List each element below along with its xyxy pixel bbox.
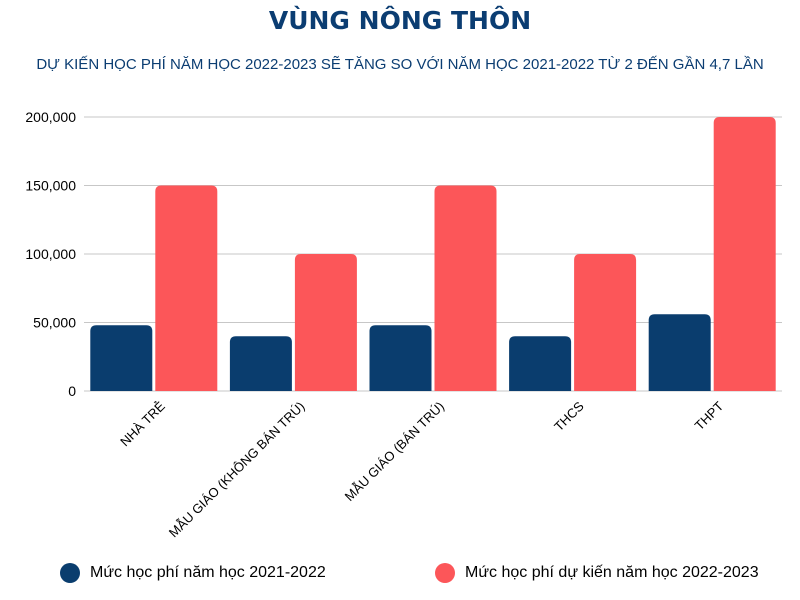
chart-title: VÙNG NÔNG THÔN [268,6,532,35]
bar-series-2-3 [434,185,497,391]
legend-item-series-1: Mức học phí năm học 2021-2022 [60,563,326,583]
bar-series-2-5 [713,117,776,391]
y-tick-label: 100,000 [25,246,76,262]
x-tick-label: THCS [551,398,587,434]
bar-series-1-1 [90,325,153,391]
bar-series-1-3 [369,325,432,391]
chart-subtitle: DỰ KIẾN HỌC PHÍ NĂM HỌC 2022-2023 SẼ TĂN… [36,56,764,73]
bar-series-2-2 [294,254,357,391]
legend-item-series-2: Mức học phí dự kiến năm học 2022-2023 [435,563,759,583]
bar-series-1-5 [648,314,711,391]
x-tick-label: MẪU GIÁO (BÁN TRÚ) [342,399,447,504]
y-tick-label: 150,000 [25,178,76,194]
legend-swatch-series-2 [435,563,455,583]
bar-series-2-4 [574,254,637,391]
x-tick-label: MẪU GIÁO (KHÔNG BÁN TRÚ) [166,399,308,541]
y-tick-label: 0 [68,383,76,399]
legend-swatch-series-1 [60,563,80,583]
legend-label-series-2: Mức học phí dự kiến năm học 2022-2023 [465,564,759,581]
y-tick-label: 50,000 [33,315,76,331]
bar-series-1-4 [509,336,572,391]
x-tick-label: THPT [692,398,727,433]
bar-series-2-1 [155,185,218,391]
legend-label-series-1: Mức học phí năm học 2021-2022 [90,564,326,581]
x-tick-label: NHÀ TRẺ [117,398,168,449]
y-tick-label: 200,000 [25,109,76,125]
bar-series-1-2 [229,336,292,391]
